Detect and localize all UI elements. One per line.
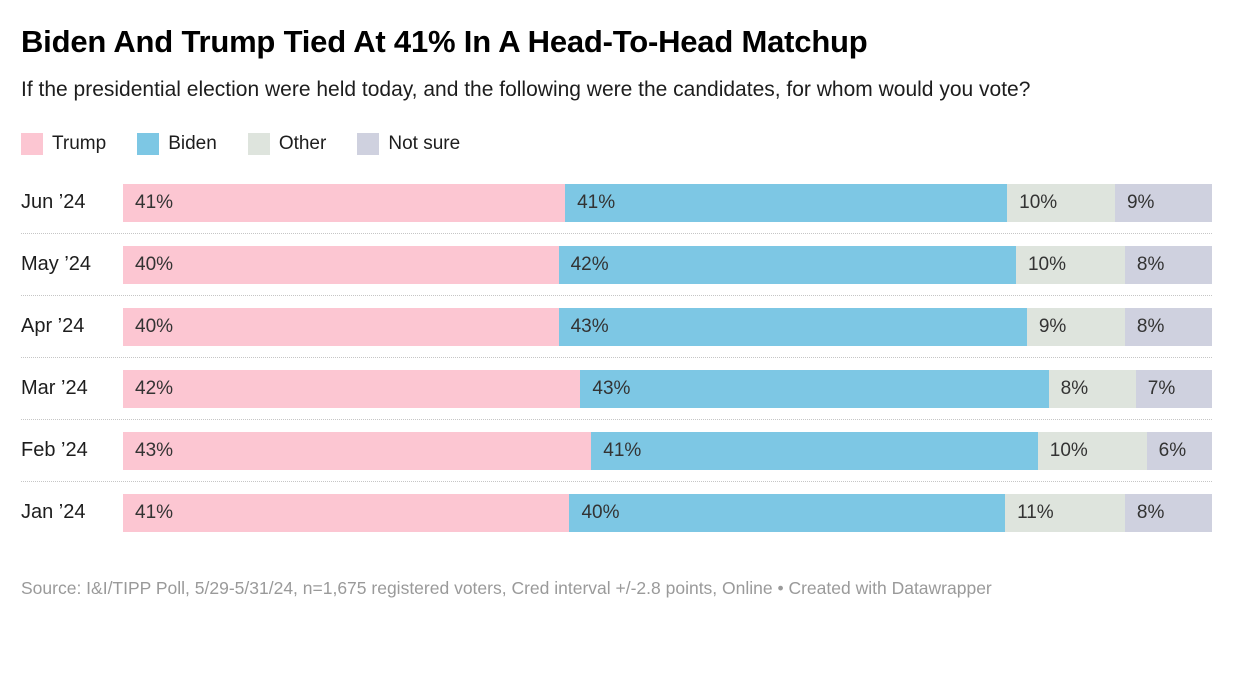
bar-segment-other: 10% (1007, 183, 1115, 222)
bar: 42% 43% 8% 7% (123, 369, 1212, 408)
legend-label: Trump (52, 132, 107, 154)
chart-row-apr-24: Apr ’24 40% 43% 9% 8% (21, 307, 1212, 346)
bar-value-label: 8% (1060, 377, 1089, 399)
chart-title: Biden And Trump Tied At 41% In A Head-To… (21, 24, 868, 59)
bar-value-label: 10% (1027, 253, 1066, 275)
bar-segment-other: 9% (1026, 307, 1125, 346)
bar-segment-not-sure: 8% (1124, 307, 1212, 346)
chart-row-feb-24: Feb ’24 43% 41% 10% 6% (21, 431, 1212, 470)
bar-value-label: 41% (135, 501, 174, 523)
bar-segment-trump: 40% (123, 245, 559, 284)
bar-value-label: 9% (1126, 191, 1155, 213)
bar-segment-trump: 40% (123, 307, 559, 346)
chart-row-jun-24: Jun ’24 41% 41% 10% 9% (21, 183, 1212, 222)
row-label: Jan ’24 (21, 501, 86, 524)
row-label: Apr ’24 (21, 315, 85, 338)
bar-value-label: 42% (570, 253, 609, 275)
bar: 41% 41% 10% 9% (123, 183, 1212, 222)
bar-value-label: 40% (135, 253, 174, 275)
bar-segment-trump: 42% (123, 369, 581, 408)
bar-segment-biden: 42% (558, 245, 1016, 284)
bar-segment-not-sure: 8% (1124, 245, 1212, 284)
bar-value-label: 9% (1038, 315, 1067, 337)
chart-row-may-24: May ’24 40% 42% 10% 8% (21, 245, 1212, 284)
bar-segment-not-sure: 8% (1124, 493, 1212, 532)
bar-value-label: 10% (1019, 191, 1058, 213)
chart-container: Biden And Trump Tied At 41% In A Head-To… (21, 24, 1212, 598)
legend-label: Not sure (388, 132, 461, 154)
bar-segment-other: 8% (1048, 369, 1136, 408)
bar-value-label: 41% (603, 439, 642, 461)
bar-value-label: 8% (1136, 253, 1165, 275)
bar: 41% 40% 11% 8% (123, 493, 1212, 532)
bar-value-label: 10% (1049, 439, 1088, 461)
legend: Trump Biden Other Not sure (21, 132, 1212, 155)
row-label: May ’24 (21, 253, 92, 276)
bar-segment-not-sure: 6% (1146, 431, 1212, 470)
legend-item-not-sure: Not sure (357, 132, 461, 155)
bar-value-label: 40% (135, 315, 174, 337)
bar: 43% 41% 10% 6% (123, 431, 1212, 470)
bar-value-label: 6% (1158, 439, 1187, 461)
legend-swatch-other (247, 132, 270, 155)
bar-value-label: 41% (577, 191, 616, 213)
bar-segment-trump: 41% (123, 183, 566, 222)
bar: 40% 43% 9% 8% (123, 307, 1212, 346)
chart-row-jan-24: Jan ’24 41% 40% 11% 8% (21, 493, 1212, 532)
bar-value-label: 43% (135, 439, 174, 461)
legend-swatch-biden (137, 132, 160, 155)
chart-subtitle: If the presidential election were held t… (21, 78, 1031, 101)
bar-value-label: 40% (581, 501, 620, 523)
row-separator (21, 356, 1212, 358)
bar-segment-other: 10% (1015, 245, 1125, 284)
legend-label: Other (278, 132, 327, 154)
bar-segment-not-sure: 9% (1114, 183, 1212, 222)
row-label: Mar ’24 (21, 377, 88, 400)
bar-value-label: 7% (1147, 377, 1176, 399)
row-separator (21, 418, 1212, 420)
bar-segment-trump: 43% (123, 431, 592, 470)
legend-swatch-not-sure (357, 132, 380, 155)
bar-segment-other: 10% (1037, 431, 1147, 470)
bar-segment-biden: 41% (591, 431, 1038, 470)
bar-value-label: 42% (135, 377, 174, 399)
bar-segment-trump: 41% (123, 493, 570, 532)
chart-row-mar-24: Mar ’24 42% 43% 8% 7% (21, 369, 1212, 408)
bar-value-label: 8% (1136, 315, 1165, 337)
stacked-bar-chart: Jun ’24 41% 41% 10% 9% May ’24 40% 42% 10% 8% Apr … (21, 183, 1212, 532)
bar-segment-biden: 41% (565, 183, 1008, 222)
legend-item-trump: Trump (21, 132, 107, 155)
bar-value-label: 43% (570, 315, 609, 337)
bar-value-label: 43% (592, 377, 631, 399)
bar-segment-other: 11% (1005, 493, 1125, 532)
bar-segment-biden: 43% (580, 369, 1049, 408)
row-separator (21, 232, 1212, 234)
row-separator (21, 480, 1212, 482)
bar-segment-biden: 43% (558, 307, 1027, 346)
bar-segment-biden: 40% (569, 493, 1006, 532)
legend-label: Biden (168, 132, 217, 154)
bar-value-label: 41% (135, 191, 174, 213)
bar-segment-not-sure: 7% (1135, 369, 1212, 408)
bar: 40% 42% 10% 8% (123, 245, 1212, 284)
row-label: Feb ’24 (21, 439, 88, 462)
legend-item-biden: Biden (137, 132, 217, 155)
legend-item-other: Other (247, 132, 327, 155)
legend-swatch-trump (21, 132, 43, 155)
bar-value-label: 11% (1017, 501, 1054, 523)
row-label: Jun ’24 (21, 191, 86, 214)
source-note: Source: I&I/TIPP Poll, 5/29-5/31/24, n=1… (21, 577, 992, 598)
bar-value-label: 8% (1136, 501, 1165, 523)
row-separator (21, 294, 1212, 296)
